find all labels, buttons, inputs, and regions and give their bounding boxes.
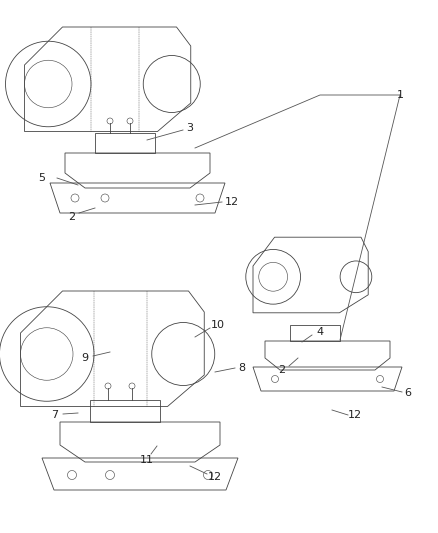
Text: 12: 12 [208, 472, 222, 482]
Text: 7: 7 [51, 410, 59, 420]
Text: 2: 2 [68, 212, 76, 222]
Text: 1: 1 [396, 90, 403, 100]
Text: 12: 12 [225, 197, 239, 207]
Text: 11: 11 [140, 455, 154, 465]
Text: 12: 12 [348, 410, 362, 420]
Text: 3: 3 [187, 123, 194, 133]
Text: 8: 8 [238, 363, 246, 373]
Text: 6: 6 [405, 388, 411, 398]
Text: 2: 2 [279, 365, 286, 375]
Text: 5: 5 [39, 173, 46, 183]
Text: 9: 9 [81, 353, 88, 363]
Text: 4: 4 [316, 327, 324, 337]
Text: 10: 10 [211, 320, 225, 330]
